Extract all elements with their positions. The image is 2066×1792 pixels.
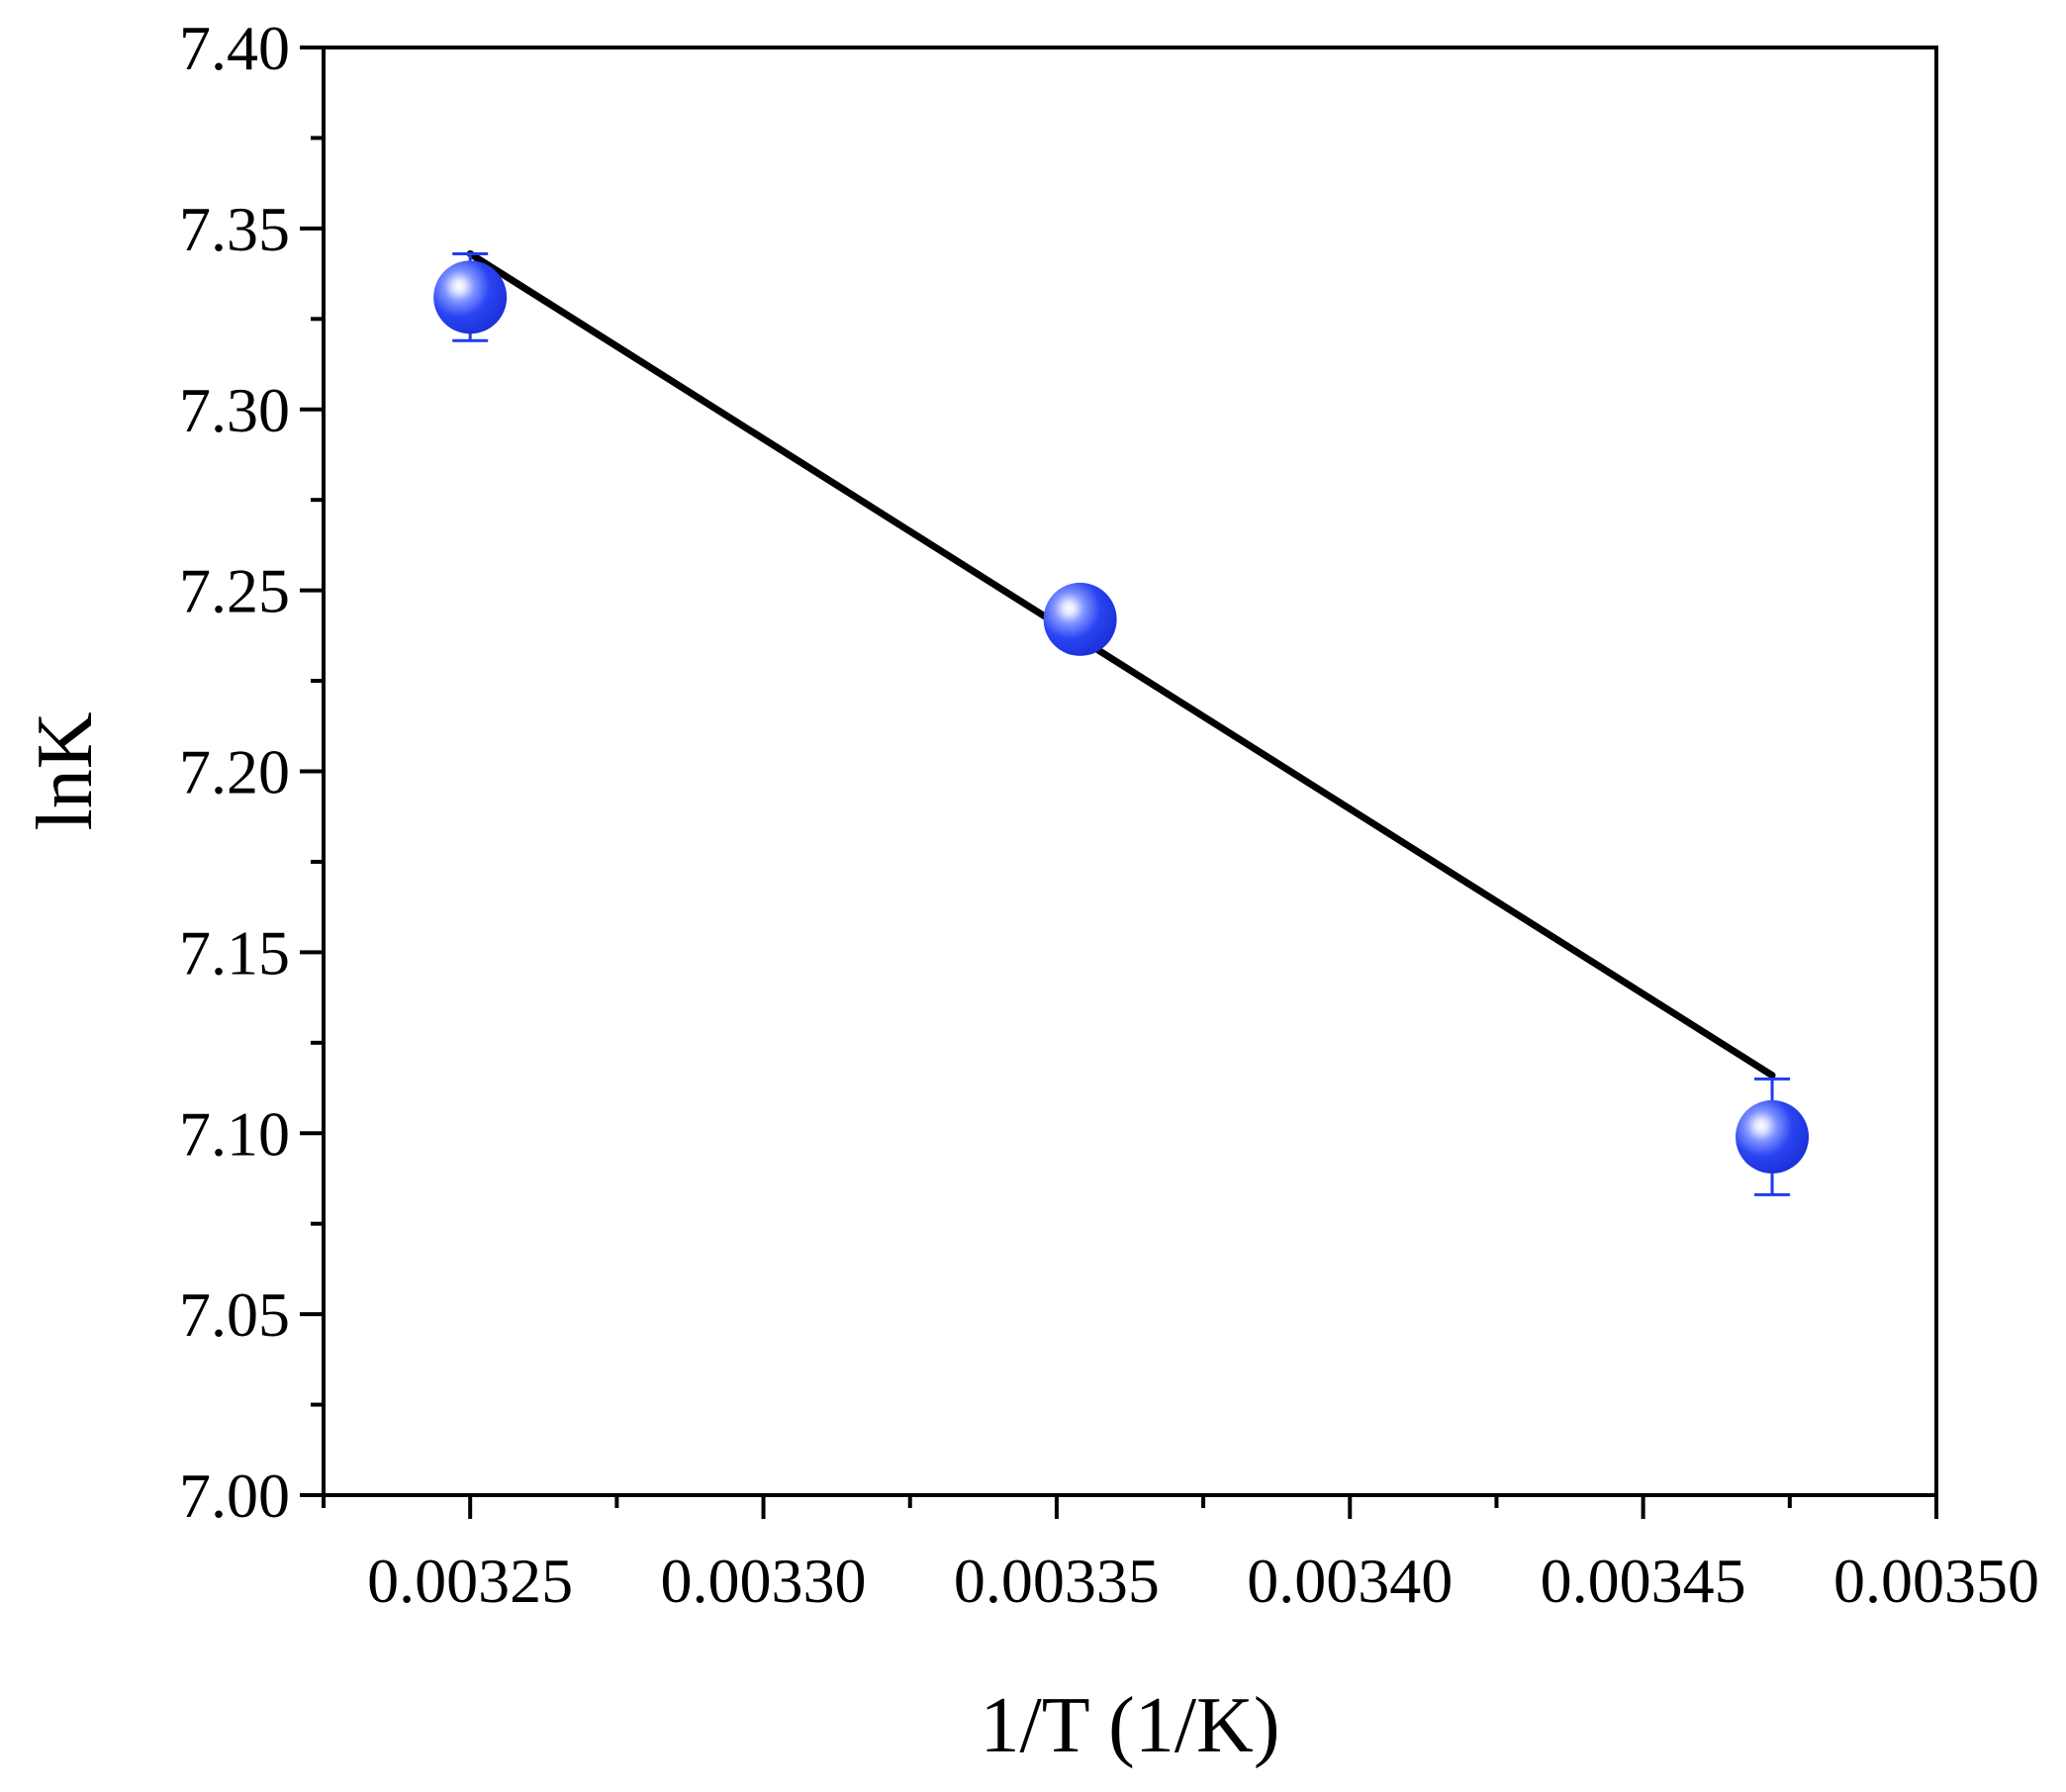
data-point — [1043, 582, 1117, 656]
data-points — [433, 251, 1810, 1196]
x-tick-label: 0.00335 — [954, 1546, 1160, 1616]
data-marker — [1736, 1099, 1810, 1174]
x-tick-label: 0.00340 — [1247, 1546, 1453, 1616]
x-tick-label: 0.00350 — [1833, 1546, 2039, 1616]
data-point — [1736, 1077, 1810, 1196]
x-tick-label: 0.00330 — [661, 1546, 867, 1616]
ticks: 0.00325 0.00330 0.00335 0.00340 0.00345 0.003… — [179, 13, 2039, 1616]
y-tick-label: 7.25 — [179, 556, 290, 626]
y-tick-label: 7.35 — [179, 194, 290, 264]
x-axis-label: 1/T (1/K) — [981, 1682, 1280, 1769]
data-point — [433, 251, 508, 342]
y-tick-label: 7.10 — [179, 1098, 290, 1169]
y-tick-label: 7.05 — [179, 1279, 290, 1350]
fit-line-group — [466, 249, 1776, 1080]
data-marker — [1043, 582, 1117, 656]
y-tick-label: 7.15 — [179, 917, 290, 988]
x-tick-label: 0.00345 — [1541, 1546, 1746, 1616]
y-tick-label: 7.20 — [179, 737, 290, 807]
fit-line — [466, 249, 1776, 1080]
y-tick-label: 7.00 — [179, 1461, 290, 1531]
x-tick-label: 0.00325 — [367, 1546, 573, 1616]
y-axis-label: lnK — [22, 712, 109, 831]
y-tick-label: 7.40 — [179, 13, 290, 83]
y-tick-label: 7.30 — [179, 375, 290, 445]
axes — [322, 46, 1938, 1497]
plot-frame — [322, 46, 1938, 1497]
data-marker — [433, 260, 508, 334]
